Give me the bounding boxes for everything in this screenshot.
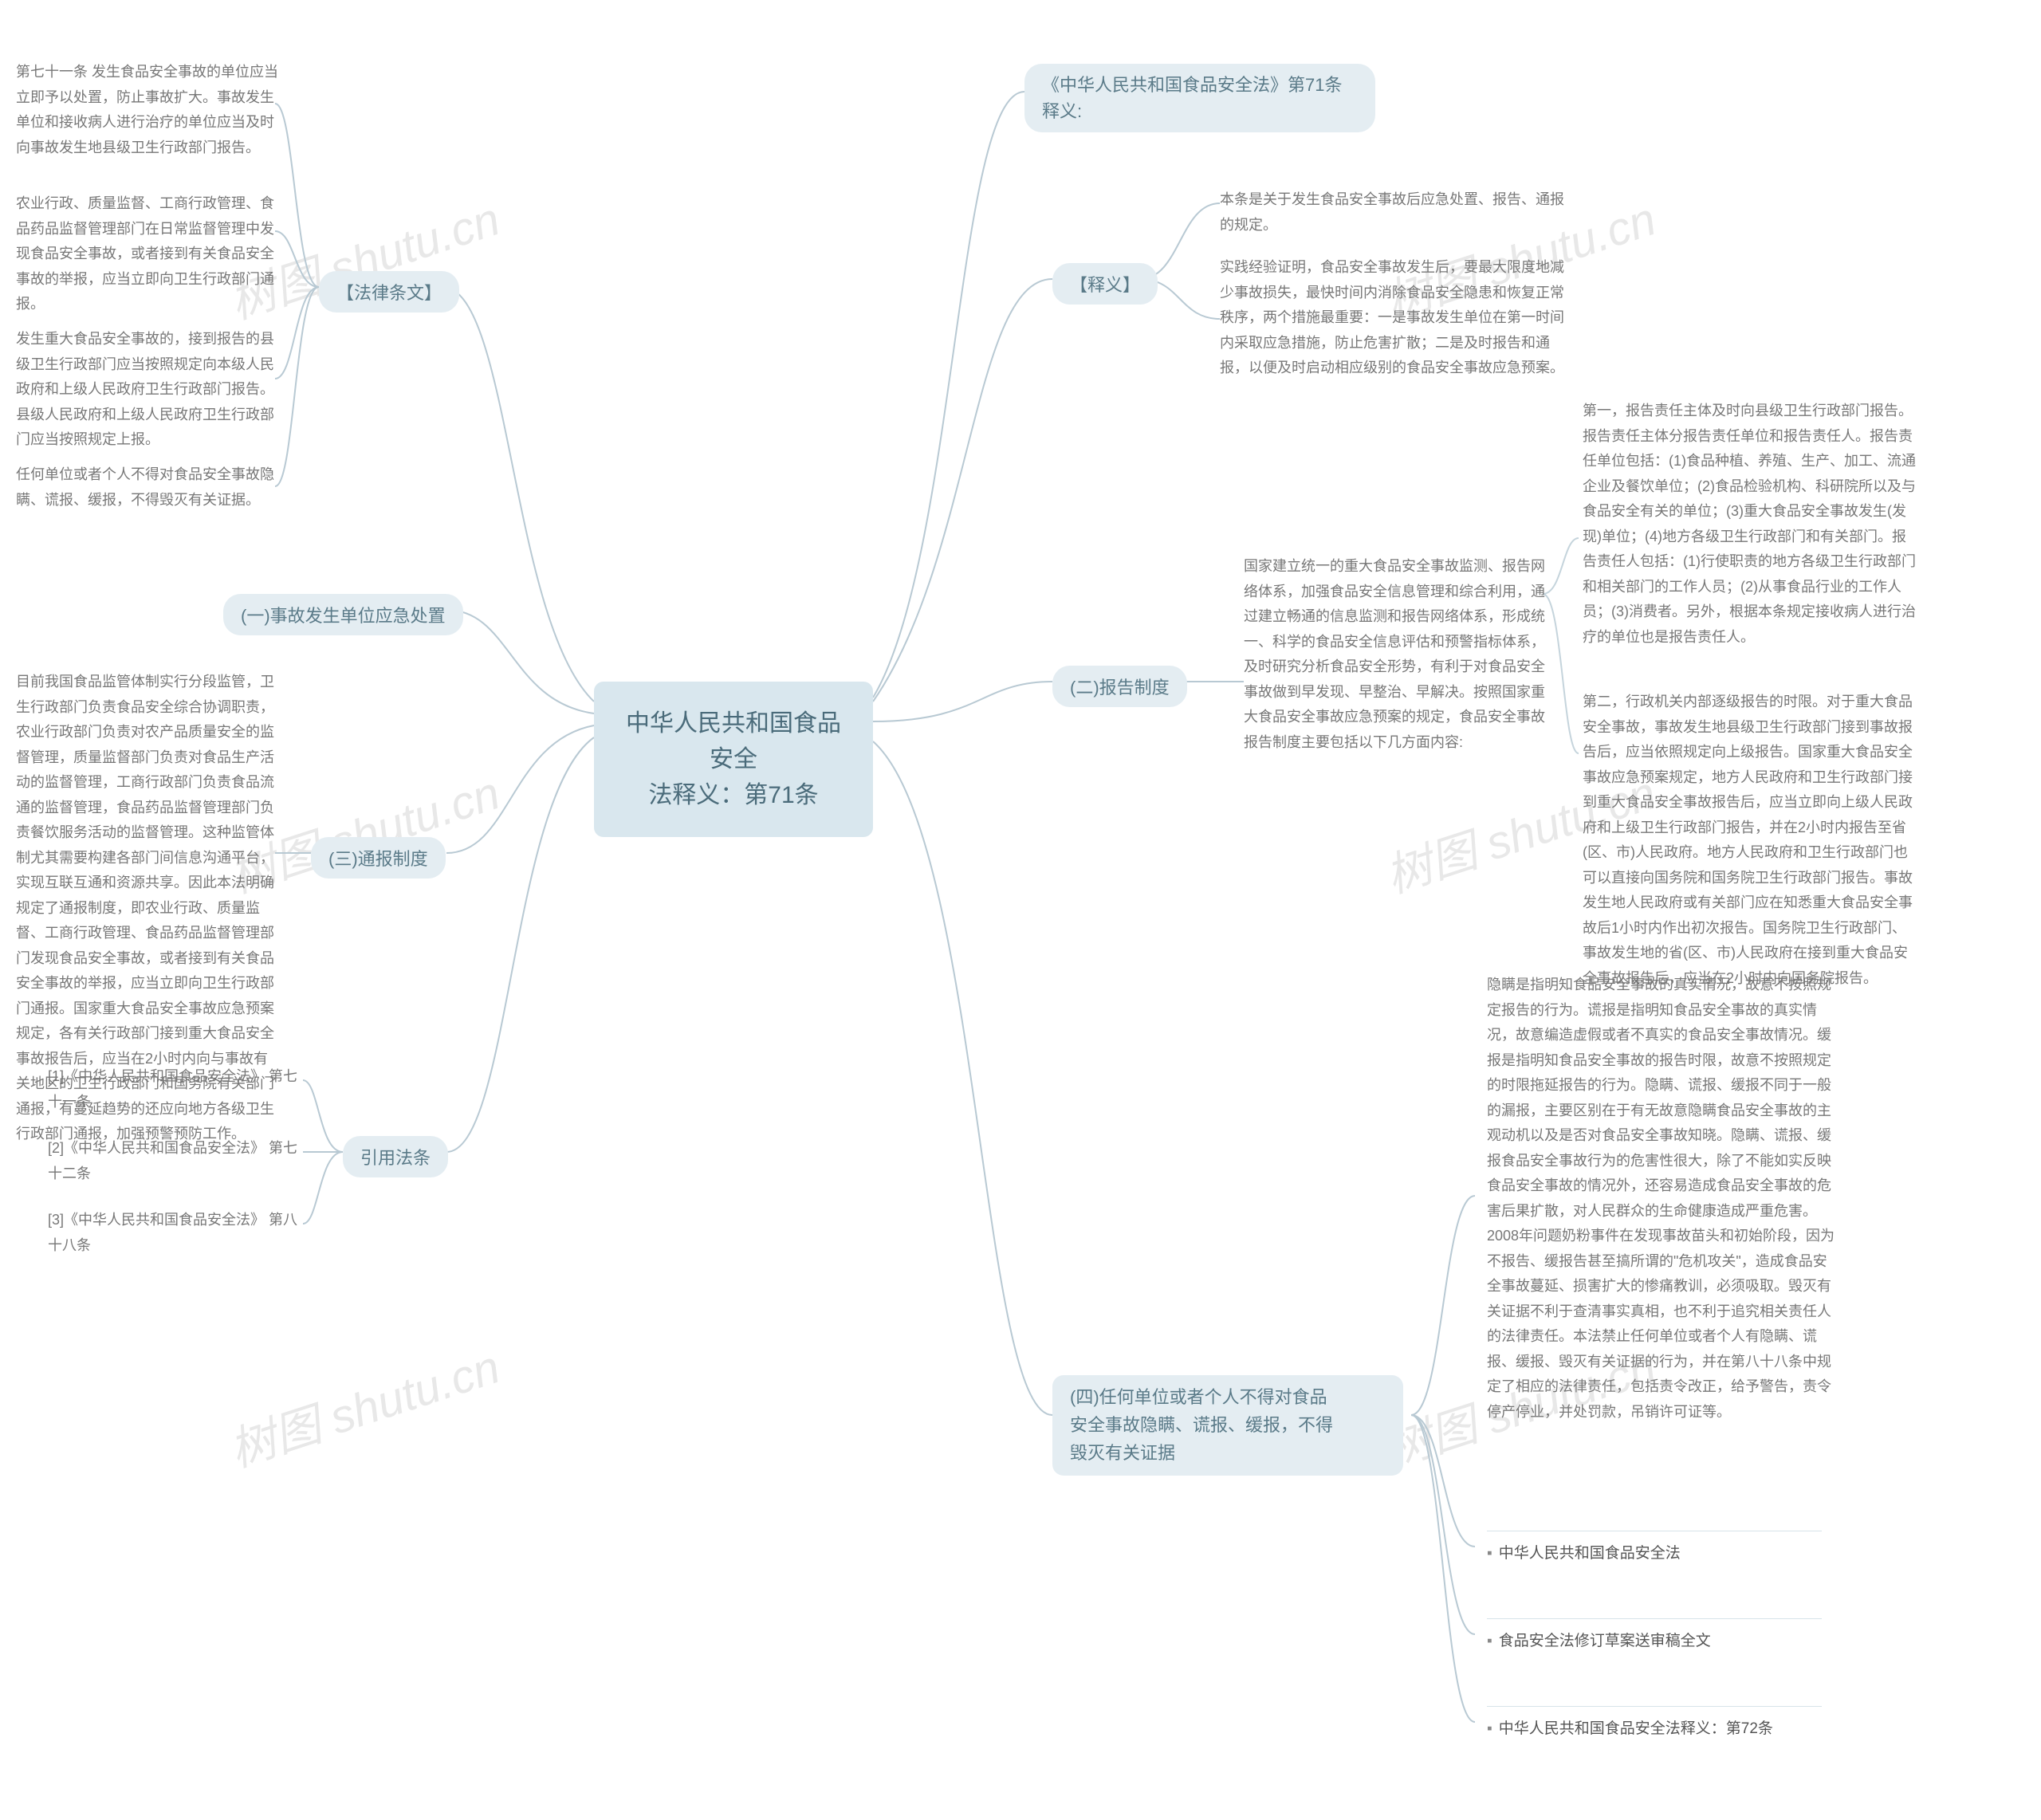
- section4-line3: 毁灭有关证据: [1070, 1439, 1386, 1467]
- bottom-link-2[interactable]: 食品安全法修订草案送审稿全文: [1487, 1618, 1822, 1650]
- leaf-legal-1: 第七十一条 发生食品安全事故的单位应当立即予以处置，防止事故扩大。事故发生单位和…: [16, 60, 279, 160]
- section4-line1: (四)任何单位或者个人不得对食品: [1070, 1383, 1386, 1411]
- leaf-section4: 隐瞒是指明知食品安全事故的真实情况，故意不按照规定报告的行为。谎报是指明知食品安…: [1487, 973, 1838, 1425]
- node-section1: (一)事故发生单位应急处置: [223, 594, 463, 635]
- leaf-cite-3: [3]《中华人民共和国食品安全法》 第八十八条: [48, 1208, 311, 1258]
- leaf-legal-4: 任何单位或者个人不得对食品安全事故隐瞒、谎报、缓报，不得毁灭有关证据。: [16, 462, 279, 513]
- node-section2: (二)报告制度: [1052, 666, 1187, 707]
- leaf-cite-1: [1]《中华人民共和国食品安全法》 第七十一条: [48, 1064, 311, 1114]
- node-citations: 引用法条: [343, 1136, 448, 1177]
- bottom-link-1[interactable]: 中华人民共和国食品安全法: [1487, 1531, 1822, 1563]
- leaf-section2-intro: 国家建立统一的重大食品安全事故监测、报告网络体系，加强食品安全信息管理和综合利用…: [1244, 554, 1547, 755]
- leaf-section2-1: 第一，报告责任主体及时向县级卫生行政部门报告。报告责任主体分报告责任单位和报告责…: [1583, 399, 1917, 650]
- leaf-shiyi-2: 实践经验证明，食品安全事故发生后，要最大限度地减少事故损失，最快时间内消除食品安…: [1220, 255, 1571, 381]
- leaf-legal-3: 发生重大食品安全事故的，接到报告的县级卫生行政部门应当按照规定向本级人民政府和上…: [16, 327, 279, 453]
- leaf-legal-2: 农业行政、质量监督、工商行政管理、食品药品监督管理部门在日常监督管理中发现食品安…: [16, 191, 279, 317]
- node-legal-text: 【法律条文】: [319, 271, 459, 313]
- node-section3: (三)通报制度: [311, 837, 446, 879]
- node-section4: (四)任何单位或者个人不得对食品 安全事故隐瞒、谎报、缓报，不得 毁灭有关证据: [1052, 1375, 1403, 1476]
- node-article71: 《中华人民共和国食品安全法》第71条释义:: [1024, 64, 1375, 132]
- section4-line2: 安全事故隐瞒、谎报、缓报，不得: [1070, 1411, 1386, 1439]
- center-line2: 法释义：第71条: [626, 777, 841, 813]
- watermark: 树图 shutu.cn: [220, 1330, 507, 1480]
- bottom-link-3[interactable]: 中华人民共和国食品安全法释义：第72条: [1487, 1706, 1822, 1738]
- leaf-shiyi-1: 本条是关于发生食品安全事故后应急处置、报告、通报的规定。: [1220, 187, 1571, 238]
- center-line1: 中华人民共和国食品安全: [626, 706, 841, 777]
- leaf-cite-2: [2]《中华人民共和国食品安全法》 第七十二条: [48, 1136, 311, 1186]
- leaf-section2-2: 第二，行政机关内部逐级报告的时限。对于重大食品安全事故，事故发生地县级卫生行政部…: [1583, 690, 1917, 991]
- node-shiyi: 【释义】: [1052, 263, 1158, 305]
- center-title: 中华人民共和国食品安全 法释义：第71条: [594, 682, 873, 837]
